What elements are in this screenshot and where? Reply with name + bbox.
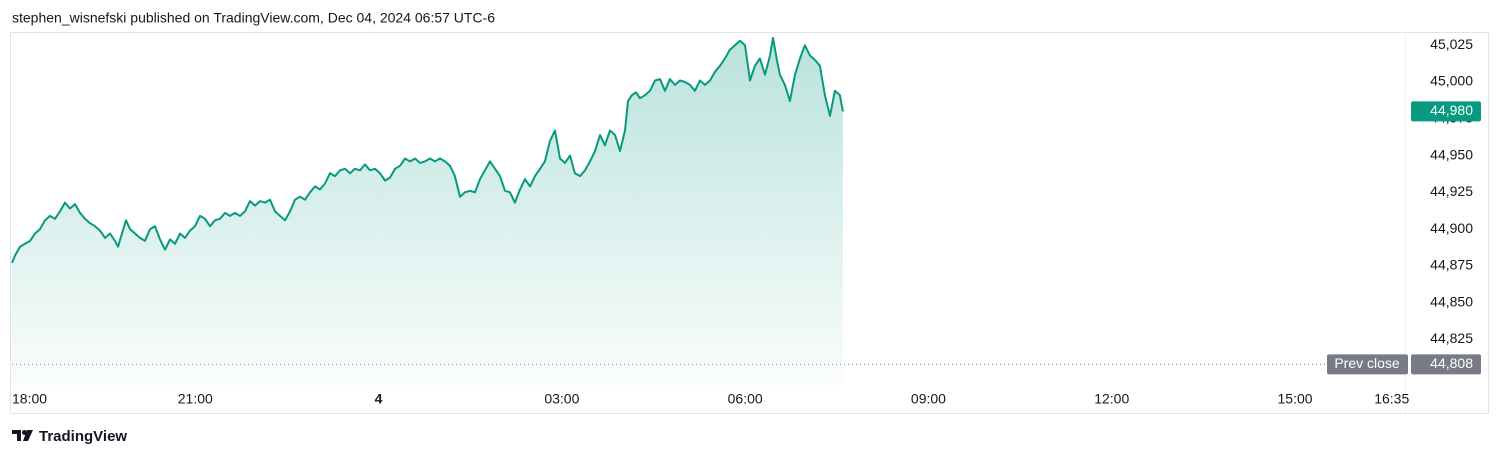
x-tick-label: 06:00 — [728, 391, 763, 407]
x-tick-label: 12:00 — [1094, 391, 1129, 407]
x-tick-label: 18:00 — [12, 391, 47, 407]
x-tick-label: 16:35 — [1374, 391, 1409, 407]
x-tick-label: 15:00 — [1278, 391, 1313, 407]
chart-frame — [10, 32, 1489, 414]
y-tick-label: 44,850 — [1430, 293, 1473, 309]
y-tick-label: 44,925 — [1430, 183, 1473, 199]
y-tick-label: 44,900 — [1430, 220, 1473, 236]
y-tick-label: 44,875 — [1430, 257, 1473, 273]
current-price-label: 44,980 — [1430, 102, 1473, 118]
y-tick-label: 44,825 — [1430, 330, 1473, 346]
brand-logo — [12, 430, 33, 441]
x-tick-label: 21:00 — [178, 391, 213, 407]
prev-close-name-badge — [1327, 354, 1408, 375]
plot-area: 44,825 44,850 44,875 44,900 44,925 44,950 44,9… — [11, 36, 1481, 407]
x-tick-label: 09:00 — [911, 391, 946, 407]
prev-close-label: 44,808 — [1430, 355, 1473, 371]
chart-title: stephen_wisnefski published on TradingVi… — [12, 10, 495, 26]
y-tick-label: 44,950 — [1430, 146, 1473, 162]
brand-name: TradingView — [39, 428, 127, 445]
price-line — [11, 36, 844, 264]
price-area — [12, 37, 843, 386]
prev-close-name: Prev close — [1334, 355, 1400, 371]
x-tick-label: 4 — [375, 391, 383, 407]
x-tick-label: 03:00 — [544, 391, 579, 407]
prev-close-badge — [1411, 354, 1481, 375]
current-price-badge — [1411, 101, 1481, 122]
y-tick-label: 45,000 — [1430, 73, 1473, 89]
y-tick-label: 45,025 — [1430, 36, 1473, 52]
